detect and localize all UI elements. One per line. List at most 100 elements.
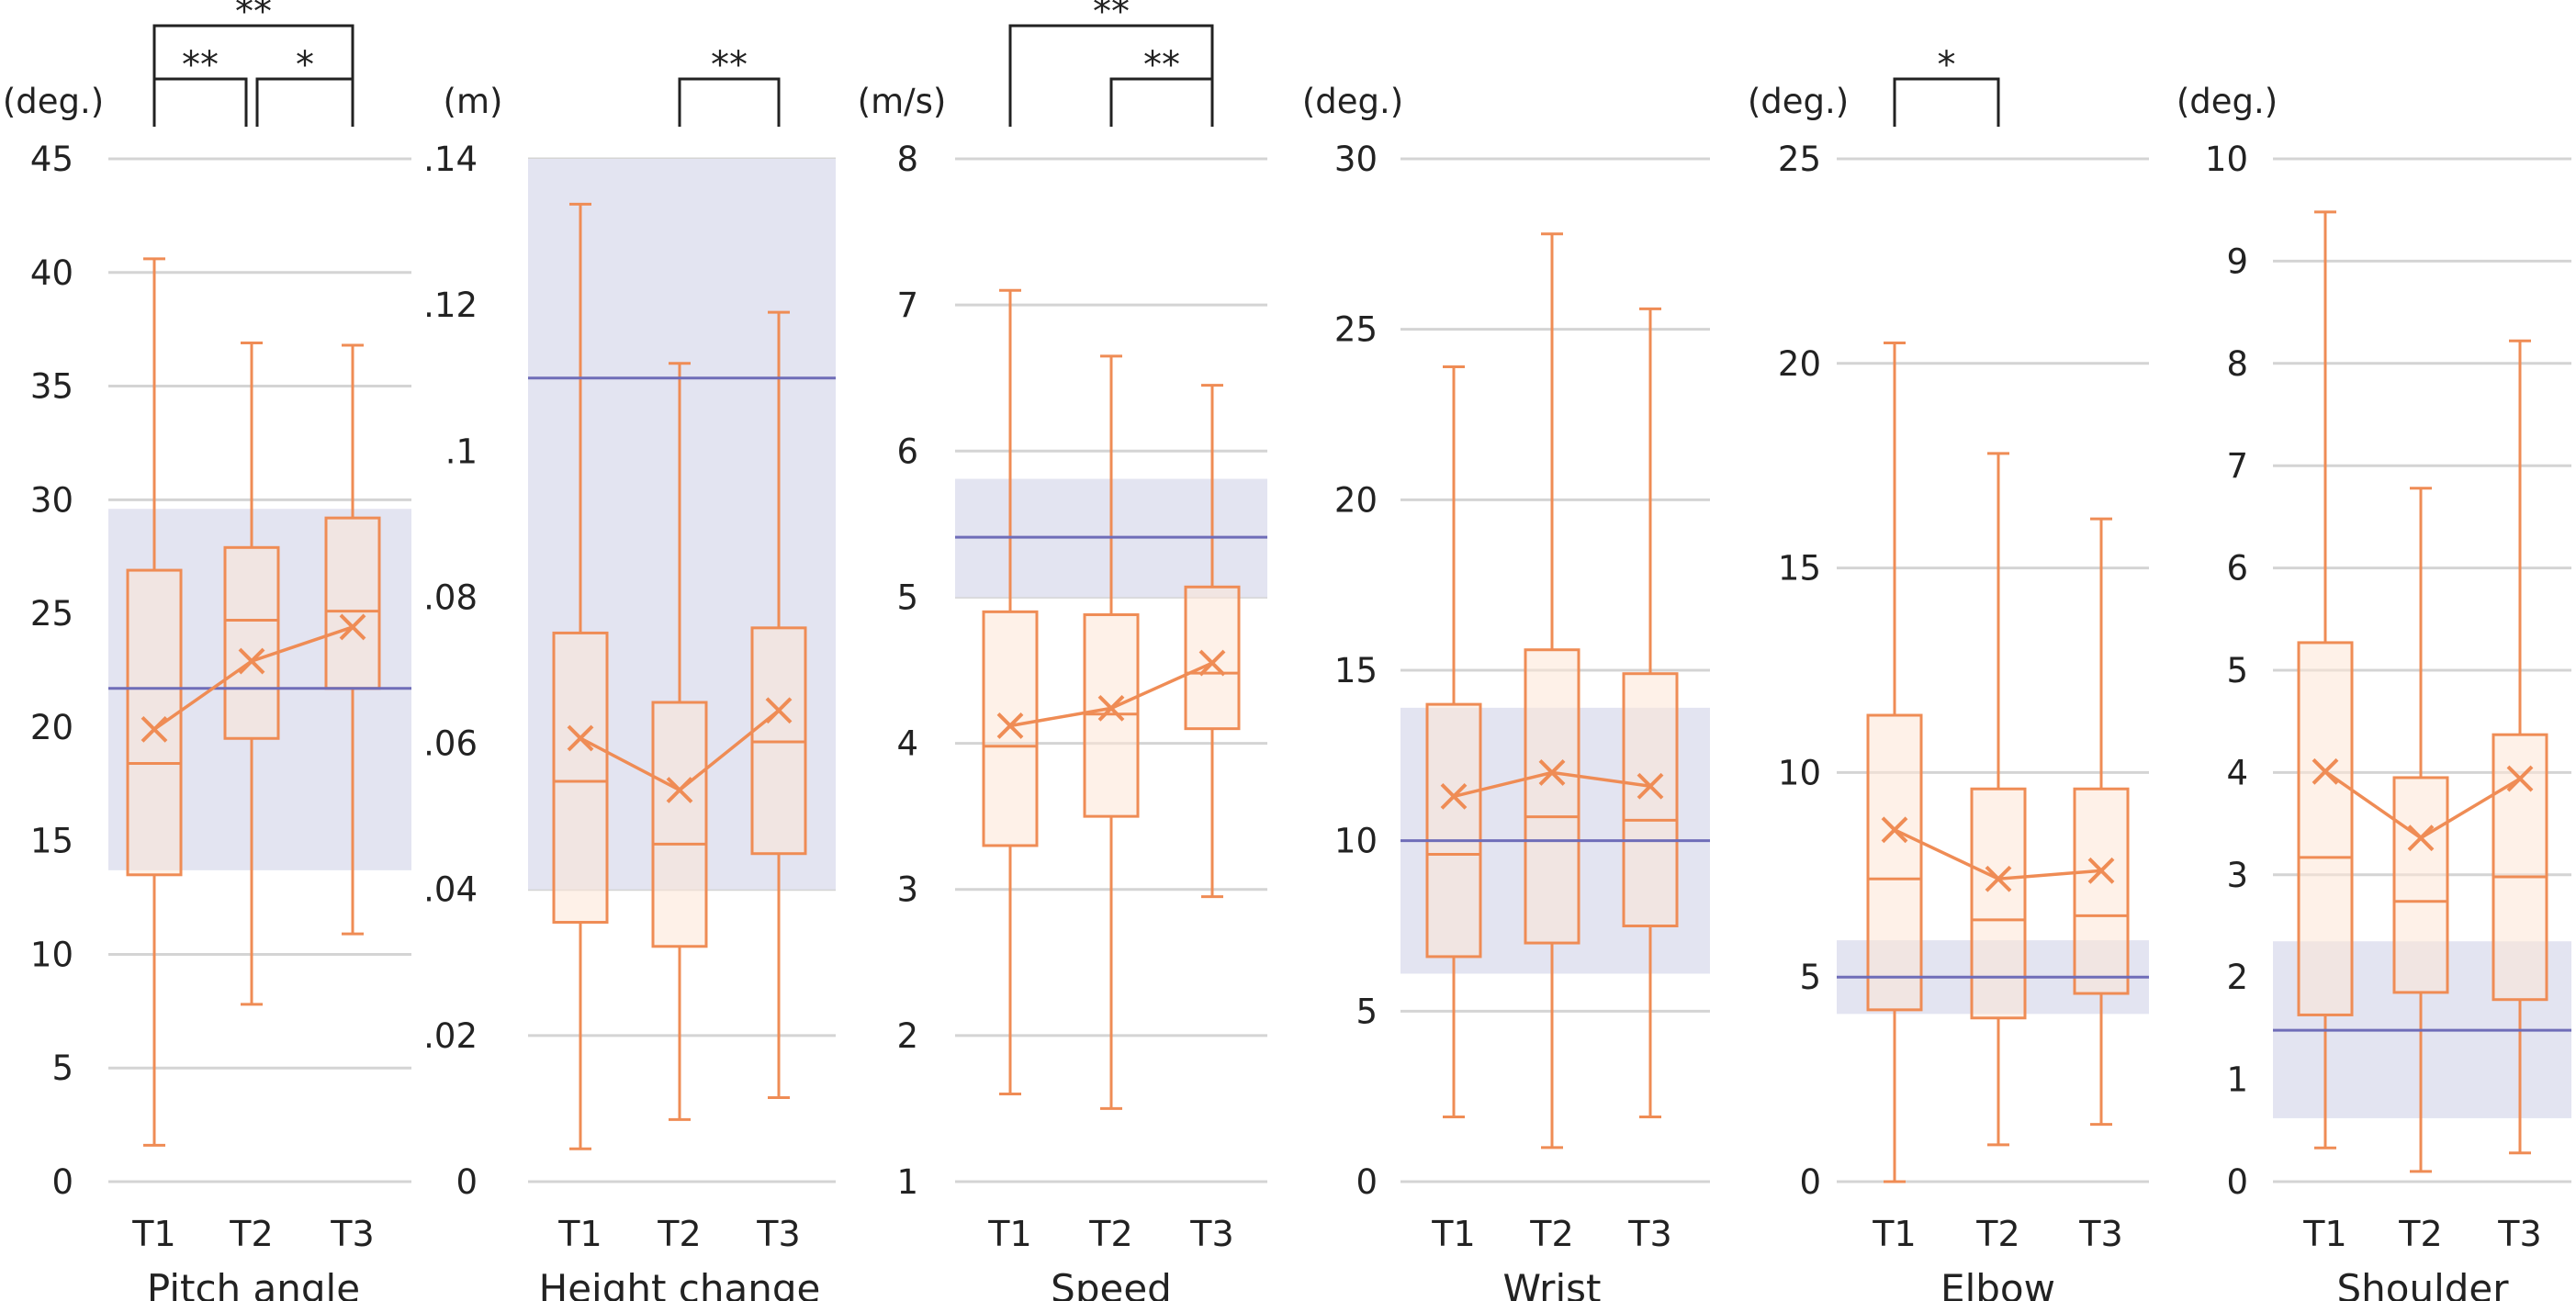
panel-height-change: 0 .02 .04 .06 .08 .1 .12 .14 (m) T1 T2 T3 Height cha…: [423, 44, 836, 1301]
box-iqr: [651, 701, 708, 948]
y-tick-label: 6: [2226, 549, 2248, 589]
box-iqr: [1184, 585, 1241, 731]
bracket-line: [1109, 77, 1214, 127]
significance-bracket: *: [255, 44, 354, 127]
mean-marker-stroke: [2506, 765, 2534, 792]
panel-pitch-angle: 0 5 10 15 20 25 30 35 40 45 (deg.) T1 T2 T3 Pitch angl…: [3, 0, 411, 1301]
box-iqr: [1524, 648, 1580, 945]
box-iqr: [126, 568, 183, 877]
y-tick-label: 4: [896, 724, 918, 764]
mean-marker-stroke: [2407, 824, 2435, 852]
y-tick-label: .1: [445, 432, 478, 471]
box-t1: [1425, 365, 1482, 1118]
panel-title: Wrist: [1503, 1266, 1602, 1301]
y-tick-label: 30: [30, 480, 73, 520]
panel-title: Height change: [539, 1266, 821, 1301]
mean-marker-stroke: [2087, 857, 2115, 884]
y-tick-label: 25: [1334, 310, 1378, 350]
mean-marker: [567, 724, 594, 752]
bracket-line: [1893, 77, 2000, 127]
y-tick-label: 0: [1799, 1162, 1821, 1202]
bracket-line: [255, 77, 354, 127]
x-tick-label: T3: [2078, 1214, 2122, 1254]
panel-speed: 1 2 3 4 5 6 7 8 (m/s) T1 T2 T3 Speed ** **: [858, 0, 1267, 1301]
y-tick-label: 5: [51, 1049, 73, 1088]
y-tick-label: 5: [1355, 992, 1378, 1031]
panel-elbow: 0 5 10 15 20 25 (deg.) T1 T2 T3 Elbow *: [1748, 44, 2149, 1301]
box-iqr: [1083, 613, 1140, 818]
mean-marker: [1097, 694, 1125, 722]
box-iqr: [1970, 787, 2027, 1020]
y-tick-label: 2: [2226, 958, 2248, 997]
box-iqr: [982, 610, 1039, 847]
mean-marker-stroke: [1440, 782, 1468, 810]
x-tick-label: T2: [1975, 1214, 2019, 1254]
mean-marker: [1538, 758, 1566, 786]
bracket-line: [152, 77, 248, 127]
x-tick-label: T2: [1088, 1214, 1132, 1254]
x-tick-label: T3: [1627, 1214, 1671, 1254]
y-tick-label: 10: [1778, 753, 1821, 792]
mean-marker-stroke: [1198, 649, 1226, 677]
panel-title: Speed: [1051, 1266, 1172, 1301]
mean-marker-stroke: [765, 697, 793, 724]
y-tick-label: 5: [2226, 651, 2248, 690]
y-tick-label: 8: [2226, 344, 2248, 384]
y-unit-label: (deg.): [1302, 82, 1403, 121]
mean-marker: [2087, 857, 2115, 884]
box-t2: [651, 362, 708, 1121]
box-iqr: [1425, 702, 1482, 959]
x-tick-label: T1: [1872, 1214, 1916, 1254]
y-tick-label: 7: [2226, 446, 2248, 486]
box-t1: [982, 288, 1039, 1096]
mean-marker: [1198, 649, 1226, 677]
y-tick-label: .06: [423, 724, 478, 764]
mean-marker: [2506, 765, 2534, 792]
bracket-line: [678, 77, 781, 127]
y-tick-label: 20: [30, 708, 73, 747]
mean-marker-stroke: [1985, 865, 2012, 892]
y-tick-label: .14: [423, 140, 478, 179]
box-t3: [2073, 517, 2130, 1127]
mean-marker-stroke: [1097, 694, 1125, 722]
x-tick-label: T3: [756, 1214, 800, 1254]
mean-marker-stroke: [1637, 772, 1664, 800]
y-tick-label: 5: [896, 578, 918, 617]
box-t1: [1866, 342, 1923, 1183]
mean-marker-stroke: [666, 777, 693, 803]
box-t2: [2392, 487, 2449, 1173]
significance-bracket: *: [1893, 44, 2000, 127]
y-tick-label: 10: [30, 935, 73, 974]
y-unit-label: (m): [444, 82, 503, 121]
significance-bracket: **: [1008, 0, 1214, 127]
x-tick-label: T1: [2302, 1214, 2346, 1254]
y-tick-label: 0: [456, 1162, 478, 1202]
significance-label: **: [182, 44, 219, 86]
y-tick-label: 45: [30, 140, 73, 179]
y-tick-label: 0: [51, 1162, 73, 1202]
box-iqr: [1622, 672, 1679, 927]
y-unit-label: (m/s): [858, 82, 947, 121]
x-tick-label: T1: [557, 1214, 602, 1254]
y-tick-label: 0: [2226, 1162, 2248, 1202]
significance-label: *: [296, 44, 314, 86]
y-tick-label: 20: [1334, 480, 1378, 520]
y-tick-label: 25: [1778, 140, 1821, 179]
panel-wrist: 0 5 10 15 20 25 30 (deg.) T1 T2 T3 Wrist: [1302, 82, 1710, 1301]
y-tick-label: 40: [30, 253, 73, 293]
y-tick-label: .04: [423, 870, 478, 910]
y-tick-label: 9: [2226, 241, 2248, 281]
mean-marker-stroke: [567, 724, 594, 752]
mean-marker: [339, 613, 366, 641]
box-iqr: [324, 516, 381, 690]
significance-bracket: **: [1109, 44, 1214, 127]
y-tick-label: .08: [423, 578, 478, 617]
y-tick-label: 3: [2226, 856, 2248, 895]
y-tick-label: 20: [1778, 344, 1821, 384]
y-tick-label: 1: [2226, 1060, 2248, 1100]
box-t1: [126, 257, 183, 1147]
mean-marker: [666, 777, 693, 803]
box-iqr: [2392, 776, 2449, 994]
y-tick-label: 1: [896, 1162, 918, 1202]
